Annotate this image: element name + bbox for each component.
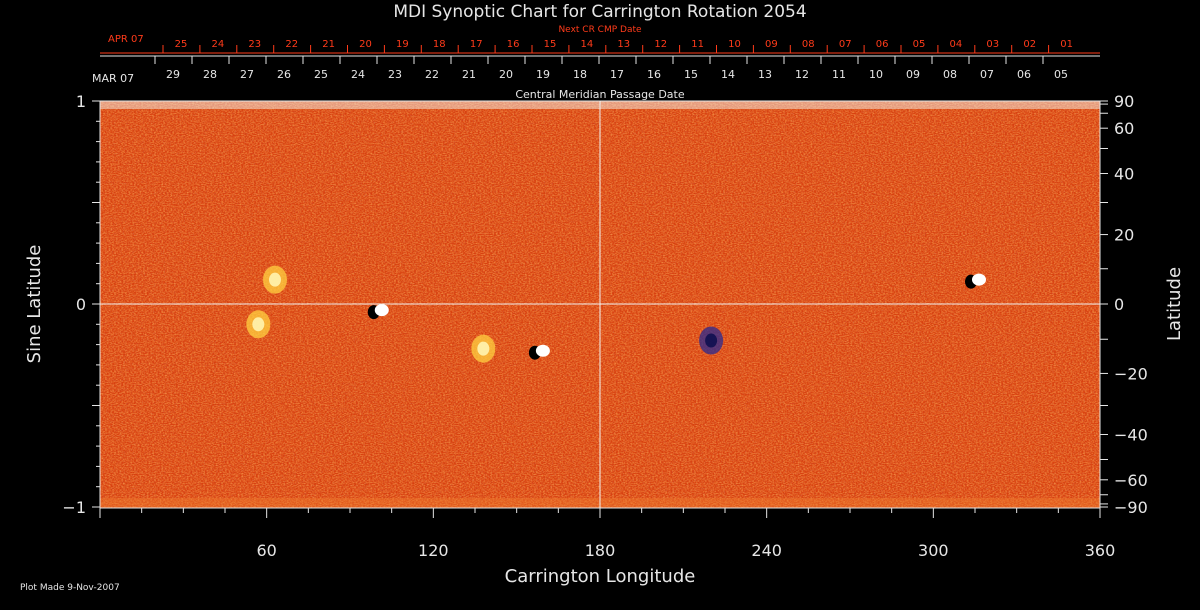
cmp-date-label: 09	[906, 68, 920, 81]
y-left-tick-label: 0	[76, 295, 86, 314]
cmp-date-label: 20	[499, 68, 513, 81]
next-cr-month: APR 07	[108, 34, 144, 45]
x-axis-label: Carrington Longitude	[505, 566, 696, 587]
x-tick-label: 60	[256, 541, 276, 560]
next-cr-axis: 25 24 23 22 21 20 19 18 17 16 15 14 13 12 11 10 09 08 07 06…	[100, 39, 1100, 54]
active-region-core	[252, 317, 265, 332]
y-right-tick-label: 20	[1114, 226, 1134, 245]
next-cr-date-label: 14	[581, 39, 594, 50]
next-cr-date-label: 17	[470, 39, 483, 50]
x-tick-label: 180	[585, 541, 616, 560]
cmp-date-label: 05	[1054, 68, 1068, 81]
active-region-core	[705, 333, 718, 348]
next-cr-date-label: 04	[950, 39, 963, 50]
chart-title: MDI Synoptic Chart for Carrington Rotati…	[393, 2, 806, 22]
next-cr-date-label: 16	[507, 39, 520, 50]
y-right-tick-label: −90	[1114, 498, 1148, 517]
y-axis-left-label: Sine Latitude	[24, 245, 45, 364]
y-right-tick-label: 40	[1114, 165, 1134, 184]
cmp-date-label: 15	[684, 68, 698, 81]
next-cr-date-label: 13	[617, 39, 630, 50]
cmp-date-label: 28	[203, 68, 217, 81]
next-cr-date-label: 02	[1023, 39, 1036, 50]
cmp-date-label: 10	[869, 68, 883, 81]
cmp-date-label: 27	[240, 68, 254, 81]
cmp-date-label: 17	[610, 68, 624, 81]
next-cr-date-label: 05	[913, 39, 926, 50]
cmp-month: MAR 07	[92, 72, 134, 85]
x-tick-label: 120	[418, 541, 449, 560]
y-left-tick-label: 1	[76, 92, 86, 111]
y-right-tick-label: 0	[1114, 295, 1124, 314]
active-region-positive	[972, 273, 986, 286]
next-cr-date-label: 06	[876, 39, 889, 50]
cmp-axis-label: Central Meridian Passage Date	[515, 88, 684, 101]
next-cr-date-label: 21	[322, 39, 335, 50]
next-cr-date-label: 11	[691, 39, 704, 50]
y-right-tick-label: −20	[1114, 364, 1148, 383]
cmp-date-label: 21	[462, 68, 476, 81]
next-cr-date-label: 08	[802, 39, 815, 50]
next-cr-date-label: 03	[986, 39, 999, 50]
next-cr-date-label: 15	[544, 39, 557, 50]
next-cr-date-label: 12	[654, 39, 667, 50]
next-cr-date-label: 25	[175, 39, 188, 50]
next-cr-date-label: 22	[285, 39, 298, 50]
active-region-positive	[535, 344, 550, 357]
next-cr-date-label: 09	[765, 39, 778, 50]
y-right-tick-label: 90	[1114, 92, 1134, 111]
cmp-date-label: 07	[980, 68, 994, 81]
x-tick-label: 300	[918, 541, 949, 560]
next-cr-date-label: 20	[359, 39, 372, 50]
cmp-date-label: 29	[166, 68, 180, 81]
cmp-date-label: 12	[795, 68, 809, 81]
y-axis-right-label: Latitude	[1164, 267, 1185, 341]
x-tick-label: 240	[751, 541, 782, 560]
cmp-date-label: 13	[758, 68, 772, 81]
cmp-date-label: 11	[832, 68, 846, 81]
active-region-core	[269, 272, 281, 287]
next-cr-date-label: 01	[1060, 39, 1073, 50]
next-cr-date-label: 24	[212, 39, 225, 50]
y-right-tick-label: 60	[1114, 119, 1134, 138]
next-cr-date-label: 10	[728, 39, 741, 50]
y-axis-left: 1 0 −1	[62, 92, 100, 517]
cmp-axis: 29 28 27 26 25 24 23 22 21 20 19 18 17 16 15 14 13 12 11 10…	[100, 55, 1100, 81]
cmp-date-label: 22	[425, 68, 439, 81]
next-cr-label: Next CR CMP Date	[558, 25, 642, 35]
x-tick-label: 360	[1085, 541, 1116, 560]
next-cr-date-label: 18	[433, 39, 446, 50]
y-axis-right: 90 60 40 20 0 −20 −40 −60 −90	[1100, 92, 1148, 517]
cmp-date-label: 23	[388, 68, 402, 81]
active-region-positive	[374, 304, 389, 317]
y-right-tick-label: −60	[1114, 471, 1148, 490]
cmp-date-label: 25	[314, 68, 328, 81]
next-cr-date-label: 19	[396, 39, 409, 50]
active-region-core	[477, 341, 490, 356]
plot-made-note: Plot Made 9-Nov-2007	[20, 583, 120, 593]
next-cr-date-label: 23	[248, 39, 261, 50]
x-axis: 60 120 180 240 300 360	[99, 508, 1116, 560]
cmp-date-label: 19	[536, 68, 550, 81]
next-cr-date-label: 07	[839, 39, 852, 50]
cmp-date-label: 16	[647, 68, 661, 81]
y-left-tick-label: −1	[62, 498, 86, 517]
cmp-date-label: 24	[351, 68, 365, 81]
cmp-date-label: 08	[943, 68, 957, 81]
cmp-date-label: 18	[573, 68, 587, 81]
cmp-date-label: 26	[277, 68, 291, 81]
cmp-date-label: 14	[721, 68, 735, 81]
y-right-tick-label: −40	[1114, 425, 1148, 444]
cmp-date-label: 06	[1017, 68, 1031, 81]
